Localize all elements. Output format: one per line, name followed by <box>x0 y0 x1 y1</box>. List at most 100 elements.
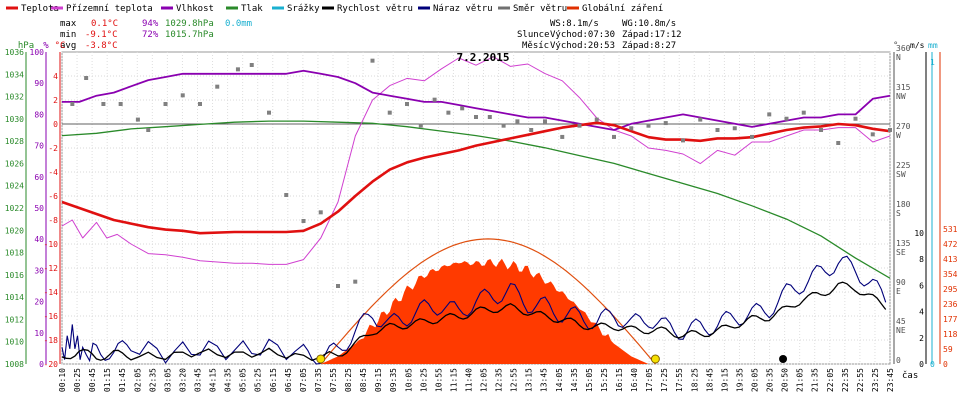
wind-direction-marker <box>732 126 737 131</box>
hum-tick-label: 60 <box>34 173 44 182</box>
x-tick-label: 04:35 <box>224 368 233 392</box>
temperature-line <box>61 121 891 235</box>
dir-tick-label: 270 <box>896 122 911 131</box>
x-tick-label: 13:45 <box>540 368 549 392</box>
wind-direction-marker <box>353 279 358 284</box>
stat-min-hum: 72% <box>142 30 159 40</box>
x-tick-label: 13:15 <box>525 368 534 392</box>
x-tick-label: 19:35 <box>735 368 744 392</box>
x-tick-label: 21:05 <box>796 368 805 392</box>
wind-direction-marker <box>336 284 340 288</box>
x-tick-label: 07:55 <box>329 368 338 392</box>
wind-direction-marker <box>135 117 140 122</box>
dir-tick-label: 225 <box>896 161 911 170</box>
hum-tick-label: 90 <box>34 79 44 88</box>
wind-direction-marker <box>405 102 409 106</box>
legend-label: Globální záření <box>582 4 663 14</box>
stat-max-temp: 0.1°C <box>91 19 118 29</box>
x-tick-label: 22:35 <box>841 368 850 392</box>
astro-panel: WS:8.1m/s WG:10.8m/s Slunce Východ:07:30… <box>517 19 682 51</box>
dir-compass-label: NW <box>896 92 906 101</box>
x-tick-label: 01:15 <box>103 368 112 392</box>
wind-direction-marker <box>750 134 754 139</box>
wind-tick-label: 6 <box>919 281 924 290</box>
wind-direction-marker <box>663 121 668 126</box>
wind-direction-marker <box>446 110 451 115</box>
moonrise-marker <box>779 355 788 363</box>
wind-direction-marker <box>284 193 289 197</box>
wind-direction-marker <box>515 119 520 124</box>
dir-compass-label: S <box>896 209 901 218</box>
x-tick-label: 08:45 <box>359 368 368 392</box>
temp-axis-title: °C <box>55 41 66 51</box>
wind-tick-label: 10 <box>914 229 924 238</box>
press-tick-label: 1012 <box>5 315 24 324</box>
wind-direction-marker <box>70 102 75 106</box>
radiation-tick-label: 59 <box>943 345 953 354</box>
wind-direction-marker <box>594 117 599 122</box>
press-tick-label: 1010 <box>5 338 24 347</box>
wind-direction-marker <box>301 219 306 223</box>
wind-direction-marker <box>84 76 89 80</box>
radiation-area <box>320 258 649 364</box>
press-tick-label: 1024 <box>5 182 24 191</box>
wind-direction-marker <box>698 117 703 122</box>
x-tick-label: 12:05 <box>480 368 489 392</box>
dir-compass-label: SW <box>896 170 906 179</box>
x-tick-label: 20:35 <box>766 368 775 392</box>
stat-avg-temp: -3.8°C <box>85 41 118 51</box>
hum-axis-title: % <box>43 41 49 51</box>
press-tick-label: 1018 <box>5 249 24 258</box>
x-tick-label: 22:05 <box>826 368 835 392</box>
temp-tick-label: -14 <box>44 288 59 297</box>
dir-compass-label: SE <box>896 248 906 257</box>
radiation-tick-label: 354 <box>943 270 958 279</box>
radiation-tick-label: 413 <box>943 255 958 264</box>
x-axis-unit: čas <box>902 370 918 381</box>
radiation-tick-label: 472 <box>943 240 958 249</box>
hum-tick-label: 20 <box>34 298 44 307</box>
hum-tick-label: 10 <box>34 329 44 338</box>
x-tick-label: 08:25 <box>344 368 353 392</box>
wind-direction-marker <box>560 134 565 139</box>
wind-direction-marker <box>118 102 123 106</box>
x-tick-label: 12:35 <box>495 368 504 392</box>
temp-tick-label: -8 <box>48 216 58 225</box>
dir-tick-label: 360 <box>896 44 911 53</box>
stat-max-press: 1029.8hPa <box>165 19 214 29</box>
press-tick-label: 1008 <box>5 360 24 369</box>
rain-tick-label: 0 <box>930 360 935 369</box>
legend-label: Rychlost větru <box>337 4 413 14</box>
press-tick-label: 1022 <box>5 204 24 213</box>
hum-tick-label: 40 <box>34 235 44 244</box>
stat-min-label: min <box>60 30 76 40</box>
dir-axis-title: ° <box>893 41 898 51</box>
wind-direction-marker <box>629 126 634 131</box>
wind-direction-marker <box>646 123 651 128</box>
wind-direction-marker <box>870 132 875 137</box>
x-tick-label: 10:25 <box>419 368 428 392</box>
wind-direction-marker <box>836 141 841 145</box>
temp-tick-label: -6 <box>48 192 58 201</box>
wind-direction-marker <box>784 116 789 121</box>
legend-label: Vlhkost <box>176 4 214 14</box>
x-tick-label: 00:10 <box>58 368 67 392</box>
wind-direction-marker <box>146 128 151 132</box>
dir-compass-label: N <box>896 53 901 62</box>
wind-direction-marker <box>101 102 106 106</box>
wind-direction-marker <box>249 63 254 67</box>
x-tick-label: 02:35 <box>148 368 157 392</box>
humidity-line <box>62 69 891 131</box>
x-tick-label: 03:45 <box>193 368 202 392</box>
hum-tick-label: 100 <box>30 48 45 57</box>
x-tick-label: 14:35 <box>570 368 579 392</box>
x-tick-label: 18:45 <box>705 368 714 392</box>
hum-tick-label: 0 <box>39 360 44 369</box>
wind-tick-label: 4 <box>919 308 924 317</box>
legend: Teplota Přízemní teplota Vlhkost Tlak Srážky… <box>6 4 663 14</box>
x-tick-label: 03:20 <box>178 368 187 392</box>
legend-label: Tlak <box>241 4 263 14</box>
dir-tick-label: 90 <box>896 278 906 287</box>
x-tick-label: 15:25 <box>600 368 609 392</box>
wind-wg: WG:10.8m/s <box>622 19 676 29</box>
